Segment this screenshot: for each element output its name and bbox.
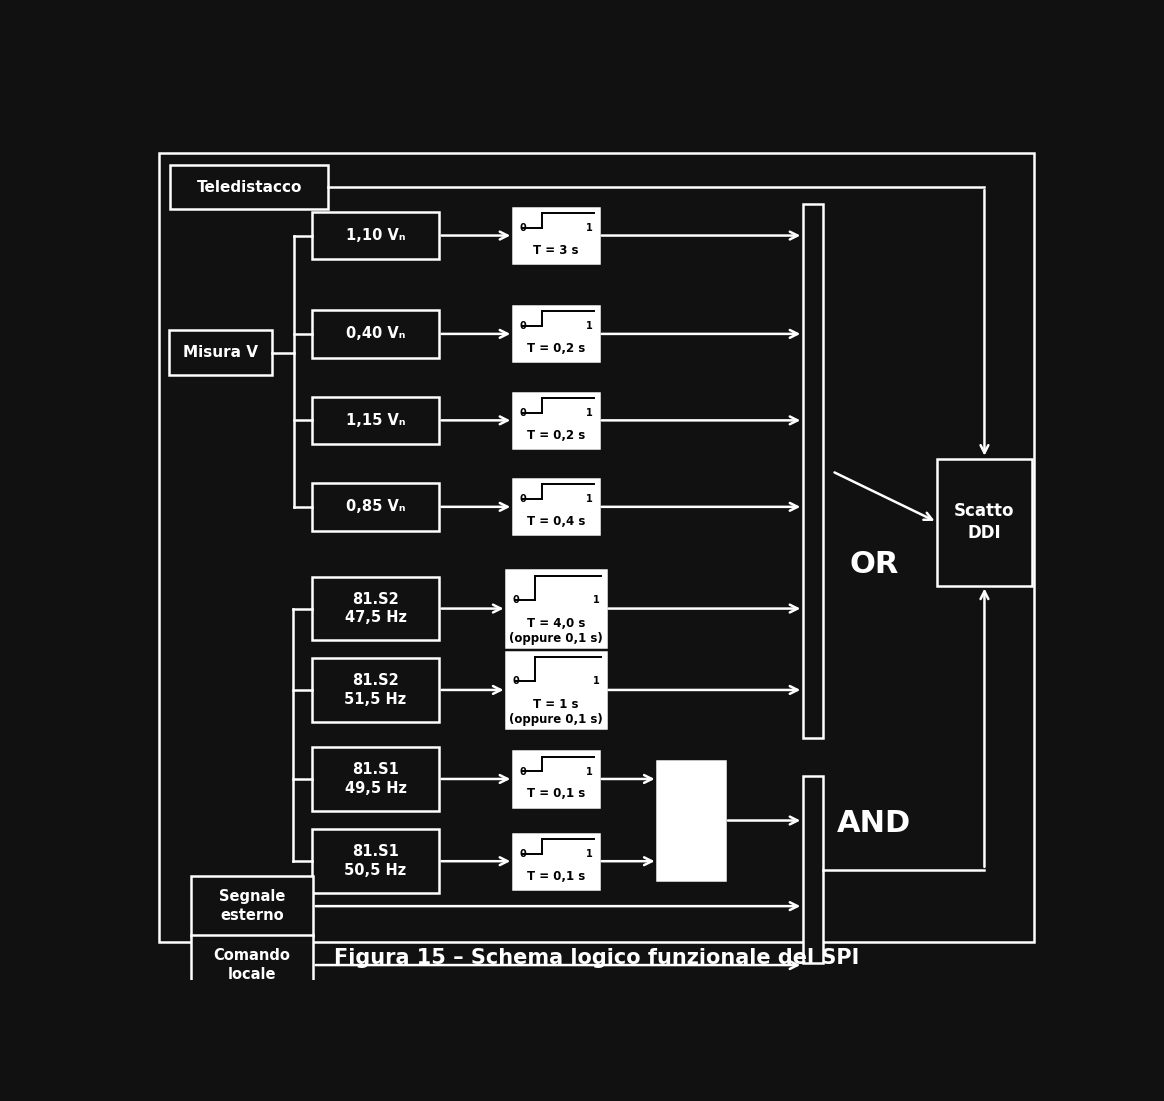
Bar bbox=[312, 483, 439, 531]
Text: T = 0,1 s: T = 0,1 s bbox=[527, 787, 585, 800]
Bar bbox=[803, 204, 823, 739]
Text: T = 0,2 s: T = 0,2 s bbox=[527, 428, 585, 442]
Text: T = 0,4 s: T = 0,4 s bbox=[527, 515, 585, 528]
Text: 1: 1 bbox=[585, 407, 592, 418]
Text: T = 4,0 s
(oppure 0,1 s): T = 4,0 s (oppure 0,1 s) bbox=[509, 617, 603, 644]
Text: 1: 1 bbox=[585, 766, 592, 776]
Text: 81.S2
51,5 Hz: 81.S2 51,5 Hz bbox=[345, 673, 406, 707]
Bar bbox=[312, 310, 439, 358]
Text: T = 3 s: T = 3 s bbox=[533, 244, 579, 257]
Text: 1: 1 bbox=[585, 224, 592, 233]
Text: 1: 1 bbox=[592, 595, 599, 604]
Text: 0: 0 bbox=[512, 595, 519, 604]
Text: Teledistacco: Teledistacco bbox=[197, 179, 301, 195]
Text: 1: 1 bbox=[592, 676, 599, 686]
Bar bbox=[169, 330, 272, 374]
Text: 0: 0 bbox=[519, 321, 526, 331]
Bar bbox=[506, 570, 605, 646]
Text: 81.S1
50,5 Hz: 81.S1 50,5 Hz bbox=[345, 844, 406, 877]
Text: 1: 1 bbox=[585, 494, 592, 504]
Bar bbox=[513, 833, 598, 889]
Text: Comando
locale: Comando locale bbox=[213, 948, 290, 982]
Text: 0: 0 bbox=[519, 224, 526, 233]
Bar bbox=[312, 748, 439, 810]
Text: T = 0,2 s: T = 0,2 s bbox=[527, 342, 585, 356]
Text: 0: 0 bbox=[519, 766, 526, 776]
Bar bbox=[506, 652, 605, 728]
Bar bbox=[803, 776, 823, 963]
Text: 0: 0 bbox=[512, 676, 519, 686]
Text: 1: 1 bbox=[585, 321, 592, 331]
Text: 81.S1
49,5 Hz: 81.S1 49,5 Hz bbox=[345, 762, 406, 796]
Bar bbox=[312, 396, 439, 444]
Text: 1,15 Vₙ: 1,15 Vₙ bbox=[346, 413, 405, 428]
Bar bbox=[937, 458, 1031, 586]
Bar bbox=[513, 751, 598, 807]
Text: Figura 15 – Schema logico funzionale del SPI: Figura 15 – Schema logico funzionale del… bbox=[334, 948, 859, 968]
Text: 0,40 Vₙ: 0,40 Vₙ bbox=[346, 326, 405, 341]
Text: 0: 0 bbox=[519, 494, 526, 504]
Text: Scatto
DDI: Scatto DDI bbox=[954, 502, 1015, 542]
Text: Segnale
esterno: Segnale esterno bbox=[219, 890, 285, 923]
Text: 0: 0 bbox=[519, 849, 526, 859]
Bar bbox=[312, 211, 439, 260]
Text: T = 1 s
(oppure 0,1 s): T = 1 s (oppure 0,1 s) bbox=[509, 698, 603, 726]
Text: 81.S2
47,5 Hz: 81.S2 47,5 Hz bbox=[345, 591, 406, 625]
Text: 0: 0 bbox=[519, 407, 526, 418]
Text: 1,10 Vₙ: 1,10 Vₙ bbox=[346, 228, 405, 243]
Bar bbox=[513, 208, 598, 263]
Bar bbox=[513, 393, 598, 448]
Text: 1: 1 bbox=[585, 849, 592, 859]
Text: T = 0,1 s: T = 0,1 s bbox=[527, 870, 585, 883]
Bar bbox=[312, 658, 439, 722]
Bar bbox=[312, 829, 439, 893]
Bar bbox=[191, 876, 313, 936]
Bar bbox=[170, 165, 328, 209]
Bar bbox=[513, 306, 598, 361]
Bar bbox=[312, 577, 439, 641]
Bar bbox=[191, 936, 313, 994]
Text: Misura V: Misura V bbox=[183, 345, 258, 360]
Bar bbox=[658, 761, 725, 880]
Text: 0,85 Vₙ: 0,85 Vₙ bbox=[346, 500, 405, 514]
Bar bbox=[513, 479, 598, 534]
Text: AND: AND bbox=[837, 808, 911, 838]
Text: OR: OR bbox=[850, 550, 899, 579]
